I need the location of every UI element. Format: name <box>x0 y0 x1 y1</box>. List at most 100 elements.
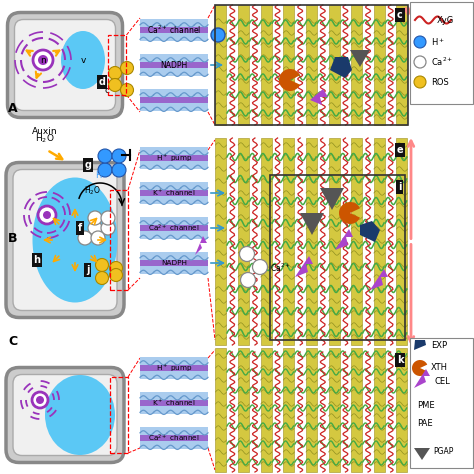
Text: EXP: EXP <box>431 341 447 350</box>
Circle shape <box>88 221 102 235</box>
Text: Ca$^{2+}$ channel: Ca$^{2+}$ channel <box>148 222 200 234</box>
Bar <box>140 54 208 63</box>
Circle shape <box>414 36 426 48</box>
Bar <box>374 5 385 125</box>
Bar <box>216 5 227 125</box>
Bar <box>261 5 272 125</box>
FancyBboxPatch shape <box>6 367 124 463</box>
Circle shape <box>101 211 115 225</box>
Text: A: A <box>8 102 18 115</box>
Text: NADPH: NADPH <box>161 260 187 266</box>
Bar <box>140 89 208 97</box>
Bar <box>140 19 208 27</box>
Circle shape <box>120 62 134 74</box>
FancyBboxPatch shape <box>13 374 117 456</box>
Text: c: c <box>397 10 403 20</box>
Text: h: h <box>34 255 40 265</box>
Bar <box>306 348 317 472</box>
Circle shape <box>109 268 122 282</box>
Bar <box>270 175 405 340</box>
Text: Ca$^{2+}$ channel: Ca$^{2+}$ channel <box>147 24 201 36</box>
FancyBboxPatch shape <box>15 19 116 110</box>
Circle shape <box>414 76 426 88</box>
Text: C: C <box>8 335 17 348</box>
Bar <box>328 5 340 125</box>
Bar <box>261 348 272 472</box>
Polygon shape <box>330 57 352 78</box>
Bar <box>216 138 227 345</box>
Bar <box>140 371 208 379</box>
Bar <box>238 5 249 125</box>
Text: XyG: XyG <box>437 16 454 25</box>
Bar <box>140 33 208 41</box>
Circle shape <box>98 163 112 177</box>
Circle shape <box>88 211 102 225</box>
Bar <box>140 265 208 274</box>
Bar <box>410 2 473 104</box>
Bar <box>140 252 208 260</box>
Bar <box>283 348 294 472</box>
Bar <box>328 348 340 472</box>
Polygon shape <box>300 213 324 235</box>
Bar <box>140 217 208 239</box>
Text: B: B <box>8 232 18 245</box>
Circle shape <box>91 231 105 245</box>
Wedge shape <box>339 202 360 224</box>
Text: PAE: PAE <box>417 419 433 428</box>
Bar <box>351 5 362 125</box>
Ellipse shape <box>45 375 115 455</box>
Bar <box>140 54 208 76</box>
Bar <box>306 5 317 125</box>
Circle shape <box>43 211 51 219</box>
Bar <box>328 138 340 345</box>
Text: d: d <box>99 77 106 87</box>
Polygon shape <box>350 50 370 67</box>
Circle shape <box>112 163 126 177</box>
Polygon shape <box>310 89 328 105</box>
Text: K$^+$ channel: K$^+$ channel <box>152 188 196 198</box>
Polygon shape <box>370 269 388 290</box>
Bar <box>140 252 208 274</box>
Text: K$^+$ channel: K$^+$ channel <box>152 398 196 408</box>
Circle shape <box>240 273 255 288</box>
Bar <box>396 5 408 125</box>
Text: e: e <box>397 145 403 155</box>
Polygon shape <box>414 369 430 388</box>
Bar <box>140 231 208 239</box>
Text: Ca$^{2+}$ channel: Ca$^{2+}$ channel <box>148 432 200 444</box>
Text: XTH: XTH <box>431 364 448 373</box>
Bar <box>110 377 128 453</box>
Ellipse shape <box>61 31 105 89</box>
Circle shape <box>33 50 53 70</box>
Bar <box>140 357 208 379</box>
Text: n: n <box>40 55 46 64</box>
Bar <box>140 19 208 41</box>
Text: v: v <box>80 55 86 64</box>
Text: H$^+$ pump: H$^+$ pump <box>155 152 192 164</box>
Bar <box>140 161 208 169</box>
Polygon shape <box>295 256 313 277</box>
Text: H$_2$O: H$_2$O <box>83 184 100 197</box>
Polygon shape <box>195 236 207 255</box>
Text: H$_2$O: H$_2$O <box>35 133 55 145</box>
Bar <box>306 138 317 345</box>
FancyBboxPatch shape <box>13 170 117 310</box>
Text: k: k <box>397 355 403 365</box>
Bar <box>140 406 208 414</box>
Circle shape <box>32 392 48 408</box>
Circle shape <box>38 206 56 224</box>
Circle shape <box>120 83 134 97</box>
Bar <box>140 196 208 204</box>
Bar <box>140 392 208 414</box>
Text: g: g <box>84 160 91 170</box>
Text: H$^+$ pump: H$^+$ pump <box>155 362 192 374</box>
Wedge shape <box>279 69 300 91</box>
Circle shape <box>112 149 126 163</box>
Circle shape <box>98 149 112 163</box>
FancyBboxPatch shape <box>8 12 122 118</box>
Polygon shape <box>414 448 430 460</box>
Circle shape <box>253 259 267 274</box>
Bar <box>351 348 362 472</box>
FancyBboxPatch shape <box>6 163 124 318</box>
Bar <box>140 147 208 169</box>
